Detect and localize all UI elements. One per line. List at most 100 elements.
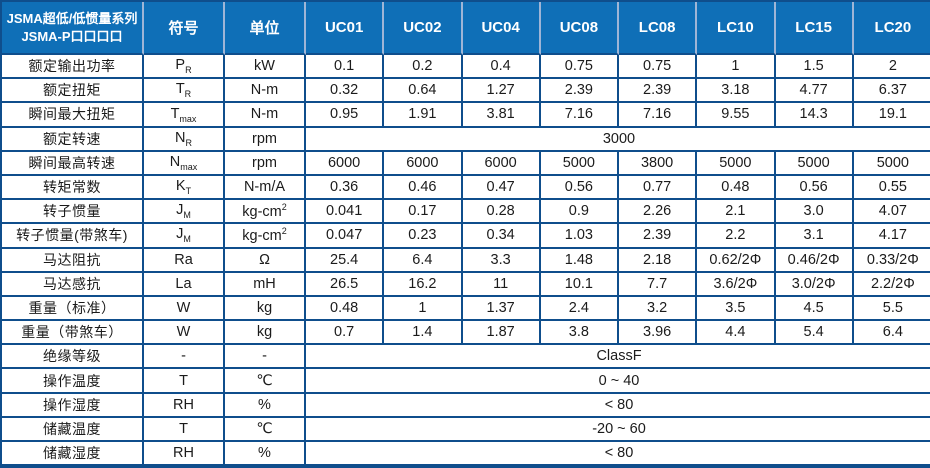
symbol-cell: NR (144, 127, 225, 152)
value-cell: 5000 (853, 151, 930, 176)
spec-row-insulation-class: 绝缘等级 - - ClassF (2, 345, 930, 370)
value-cell: 0.9 (540, 200, 619, 225)
spec-row-peak-torque: 瞬间最大扭矩 Tmax N-m 0.95 1.91 3.81 7.16 7.16… (2, 103, 930, 128)
unit-cell: - (225, 345, 306, 370)
value-cell: 0.64 (384, 79, 463, 104)
row-label: 转矩常数 (2, 175, 144, 201)
value-cell: 0.4 (462, 55, 541, 80)
unit-cell: % (225, 393, 306, 418)
row-label: 瞬间最大扭矩 (2, 103, 144, 128)
column-header-model-uc04: UC04 (462, 2, 541, 55)
symbol-cell: KT (144, 175, 225, 201)
value-cell: 3.0/2Φ (775, 272, 854, 297)
value-cell: 1 (697, 55, 776, 80)
value-cell: 3.3 (462, 248, 541, 273)
symbol-cell: PR (144, 55, 225, 80)
spec-row-torque-constant: 转矩常数 KT N-m/A 0.36 0.46 0.47 0.56 0.77 0… (2, 175, 930, 201)
row-label: 马达感抗 (2, 272, 144, 297)
column-header-model-lc10: LC10 (697, 2, 776, 55)
unit-cell: N-m (225, 79, 306, 104)
value-cell: 0.62/2Φ (697, 248, 776, 273)
value-cell: 0.047 (306, 224, 385, 249)
spec-row-rotor-inertia: 转子惯量 JM kg-cm2 0.041 0.17 0.28 0.9 2.26 … (2, 200, 930, 225)
row-label: 操作温度 (2, 369, 144, 394)
value-cell: 1.91 (384, 103, 463, 128)
column-header-model-uc02: UC02 (384, 2, 463, 55)
column-header-model-lc08: LC08 (619, 2, 698, 55)
value-cell: 9.55 (697, 103, 776, 128)
value-cell: 2.39 (540, 79, 619, 104)
column-header-model-uc08: UC08 (540, 2, 619, 55)
row-label: 转子惯量(带煞车) (2, 224, 144, 249)
value-cell: 0.041 (306, 200, 385, 225)
value-cell: 0.47 (462, 175, 541, 201)
unit-cell: N-m (225, 103, 306, 128)
spec-row-rated-speed: 额定转速 NR rpm 3000 (2, 127, 930, 152)
value-cell: 0.56 (540, 175, 619, 201)
spec-row-weight-brake: 重量（带煞车） W kg 0.7 1.4 1.87 3.8 3.96 4.4 5… (2, 321, 930, 346)
symbol-cell: La (144, 272, 225, 297)
value-cell: 2.4 (540, 296, 619, 322)
value-cell: 0.32 (306, 79, 385, 104)
symbol-cell: JM (144, 200, 225, 225)
value-cell: 0.33/2Φ (853, 248, 930, 273)
unit-cell: ℃ (225, 369, 306, 394)
symbol-cell: T (144, 417, 225, 442)
value-cell: 4.07 (853, 200, 930, 225)
unit-cell: % (225, 442, 306, 464)
unit-cell: kg-cm2 (225, 224, 306, 249)
column-header-symbol: 符号 (144, 2, 225, 55)
value-cell-span: < 80 (306, 442, 930, 464)
row-label: 重量（标准） (2, 296, 144, 322)
value-cell: 19.1 (853, 103, 930, 128)
value-cell: 3.1 (775, 224, 854, 249)
value-cell: 4.77 (775, 79, 854, 104)
row-label: 瞬间最高转速 (2, 151, 144, 176)
value-cell: 5000 (540, 151, 619, 176)
spec-row-rated-output-power: 额定输出功率 PR kW 0.1 0.2 0.4 0.75 0.75 1 1.5… (2, 55, 930, 80)
value-cell: 0.1 (306, 55, 385, 80)
value-cell: 0.23 (384, 224, 463, 249)
spec-row-rated-torque: 额定扭矩 TR N-m 0.32 0.64 1.27 2.39 2.39 3.1… (2, 79, 930, 104)
unit-cell: kW (225, 55, 306, 80)
value-cell: 0.17 (384, 200, 463, 225)
value-cell: 1.5 (775, 55, 854, 80)
value-cell: 0.46/2Φ (775, 248, 854, 273)
unit-cell: ℃ (225, 417, 306, 442)
value-cell: 2.1 (697, 200, 776, 225)
symbol-cell: W (144, 321, 225, 346)
value-cell: 3.0 (775, 200, 854, 225)
symbol-cell: Tmax (144, 103, 225, 128)
spec-row-motor-resistance: 马达阻抗 Ra Ω 25.4 6.4 3.3 1.48 2.18 0.62/2Φ… (2, 248, 930, 273)
value-cell: 1.37 (462, 296, 541, 322)
value-cell: 11 (462, 272, 541, 297)
value-cell: 1.87 (462, 321, 541, 346)
unit-cell: rpm (225, 127, 306, 152)
value-cell: 0.48 (306, 296, 385, 322)
value-cell: 1.03 (540, 224, 619, 249)
value-cell: 0.95 (306, 103, 385, 128)
value-cell: 14.3 (775, 103, 854, 128)
unit-cell: rpm (225, 151, 306, 176)
value-cell: 0.75 (619, 55, 698, 80)
row-label: 额定转速 (2, 127, 144, 152)
unit-cell: Ω (225, 248, 306, 273)
value-cell: 0.46 (384, 175, 463, 201)
value-cell: 6000 (462, 151, 541, 176)
value-cell: 16.2 (384, 272, 463, 297)
symbol-cell: RH (144, 393, 225, 418)
value-cell: 7.16 (619, 103, 698, 128)
value-cell: 2.26 (619, 200, 698, 225)
value-cell: 3.5 (697, 296, 776, 322)
value-cell: 1.48 (540, 248, 619, 273)
value-cell: 0.48 (697, 175, 776, 201)
value-cell: 0.34 (462, 224, 541, 249)
value-cell: 0.36 (306, 175, 385, 201)
value-cell: 2.2/2Φ (853, 272, 930, 297)
value-cell-span: 3000 (306, 127, 930, 152)
value-cell: 2 (853, 55, 930, 80)
value-cell: 0.28 (462, 200, 541, 225)
column-header-model-lc20: LC20 (853, 2, 930, 55)
symbol-cell: W (144, 296, 225, 322)
value-cell: 4.17 (853, 224, 930, 249)
